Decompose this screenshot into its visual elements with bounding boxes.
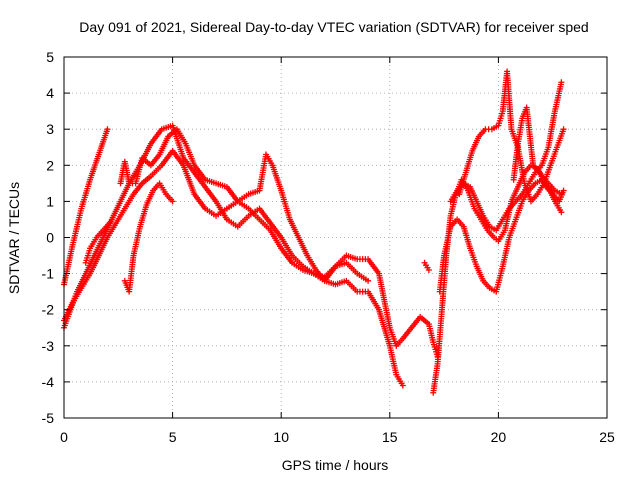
y-tick-label: 2: [46, 157, 54, 173]
data-point: [106, 220, 113, 227]
x-tick-label: 10: [273, 429, 289, 445]
x-tick-label: 25: [599, 429, 615, 445]
series-track-6: [82, 220, 113, 266]
y-axis-label: SDTVAR / TECUs: [6, 182, 22, 294]
chart-title: Day 091 of 2021, Sidereal Day-to-day VTE…: [79, 19, 588, 35]
data-series: [61, 68, 567, 396]
data-point: [399, 382, 406, 389]
series-track-10: [436, 176, 565, 295]
series-track-5: [121, 180, 176, 295]
data-point: [425, 266, 432, 273]
data-point: [558, 209, 565, 216]
y-tick-label: 1: [46, 193, 54, 209]
y-tick-label: -3: [42, 338, 55, 354]
series-track-7: [393, 313, 441, 360]
series-track-8: [421, 259, 432, 273]
data-point: [104, 126, 111, 133]
y-tick-label: 5: [46, 49, 54, 65]
x-tick-label: 20: [491, 429, 507, 445]
x-axis-label: GPS time / hours: [282, 457, 389, 473]
y-tick-label: 3: [46, 121, 54, 137]
y-tick-label: -5: [42, 410, 55, 426]
data-point: [169, 198, 176, 205]
y-tick-label: -4: [42, 374, 55, 390]
data-point: [365, 277, 372, 284]
data-point: [558, 79, 565, 86]
y-tick-label: 4: [46, 85, 54, 101]
data-point: [560, 126, 567, 133]
y-tick-label: -2: [42, 302, 55, 318]
series-track-13: [510, 104, 567, 205]
x-tick-label: 0: [60, 429, 68, 445]
y-tick-label: -1: [42, 266, 55, 282]
x-tick-label: 5: [169, 429, 177, 445]
axis-ticks: 0 5 10 15 20 25 -5 -4 -3 -2 -1 0 1 2 3 4 5: [42, 49, 615, 445]
x-tick-label: 15: [382, 429, 398, 445]
y-tick-label: 0: [46, 230, 54, 246]
series-track-4: [117, 126, 400, 349]
data-point: [560, 187, 567, 194]
